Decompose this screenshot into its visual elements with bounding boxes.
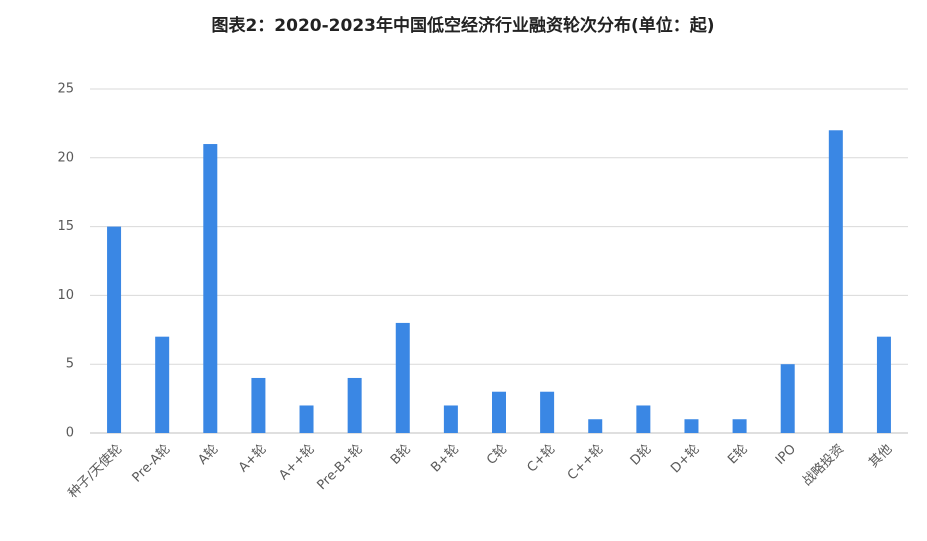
x-tick-label: Pre-A轮 (130, 442, 174, 486)
bar (443, 405, 458, 433)
x-tick-label: C+轮 (524, 442, 558, 476)
bar (876, 336, 891, 433)
y-tick-label: 5 (66, 357, 74, 372)
x-tick-label: E轮 (725, 442, 751, 468)
bar (828, 130, 843, 433)
x-tick-label: IPO (773, 442, 799, 468)
x-tick-label: B+轮 (428, 442, 462, 476)
y-tick-label: 15 (57, 219, 74, 234)
x-tick-label: C++轮 (565, 442, 607, 484)
bar (780, 364, 795, 433)
x-tick-label: A+轮 (236, 442, 270, 476)
x-tick-label: Pre-B+轮 (315, 442, 366, 493)
y-tick-label: 10 (57, 288, 74, 303)
bar (732, 419, 747, 433)
bar (347, 377, 362, 433)
bar (540, 391, 555, 433)
x-tick-label: 其他 (866, 442, 895, 471)
x-tick-label: B轮 (388, 442, 414, 468)
bar (395, 322, 410, 433)
x-tick-label: 种子/天使轮 (65, 441, 125, 501)
bar (588, 419, 603, 433)
bar (203, 144, 218, 434)
x-tick-label: D+轮 (668, 442, 703, 477)
x-tick-label: A轮 (196, 442, 222, 468)
bar (107, 226, 122, 433)
bar (299, 405, 314, 433)
x-tick-label: D轮 (628, 442, 655, 469)
bar (684, 419, 699, 433)
x-tick-label: A++轮 (276, 442, 317, 483)
y-tick-label: 25 (57, 82, 74, 97)
y-tick-label: 0 (66, 426, 74, 441)
x-tick-label: 战略投资 (799, 441, 847, 489)
chart-title: 图表2：2020-2023年中国低空经济行业融资轮次分布(单位：起) (211, 15, 714, 36)
bar (636, 405, 651, 433)
bar (155, 336, 170, 433)
bar (251, 377, 266, 433)
bar (492, 391, 506, 433)
y-tick-label: 20 (57, 150, 74, 165)
x-tick-label: C轮 (484, 442, 510, 468)
